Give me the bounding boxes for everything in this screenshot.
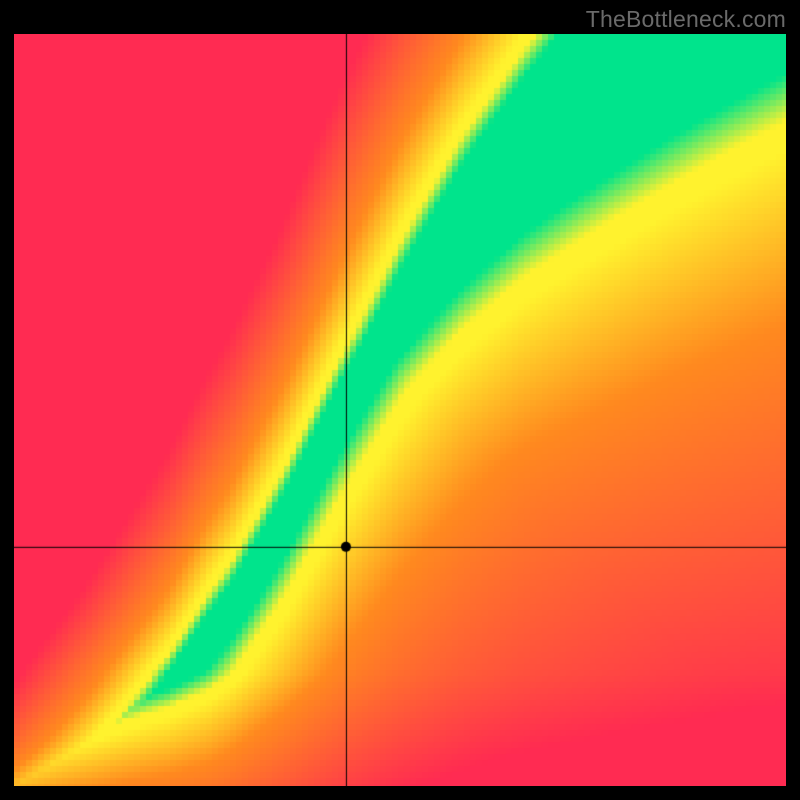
heatmap-plot <box>14 34 786 786</box>
watermark-text: TheBottleneck.com <box>586 6 786 33</box>
heatmap-canvas <box>14 34 786 786</box>
chart-container: TheBottleneck.com <box>0 0 800 800</box>
